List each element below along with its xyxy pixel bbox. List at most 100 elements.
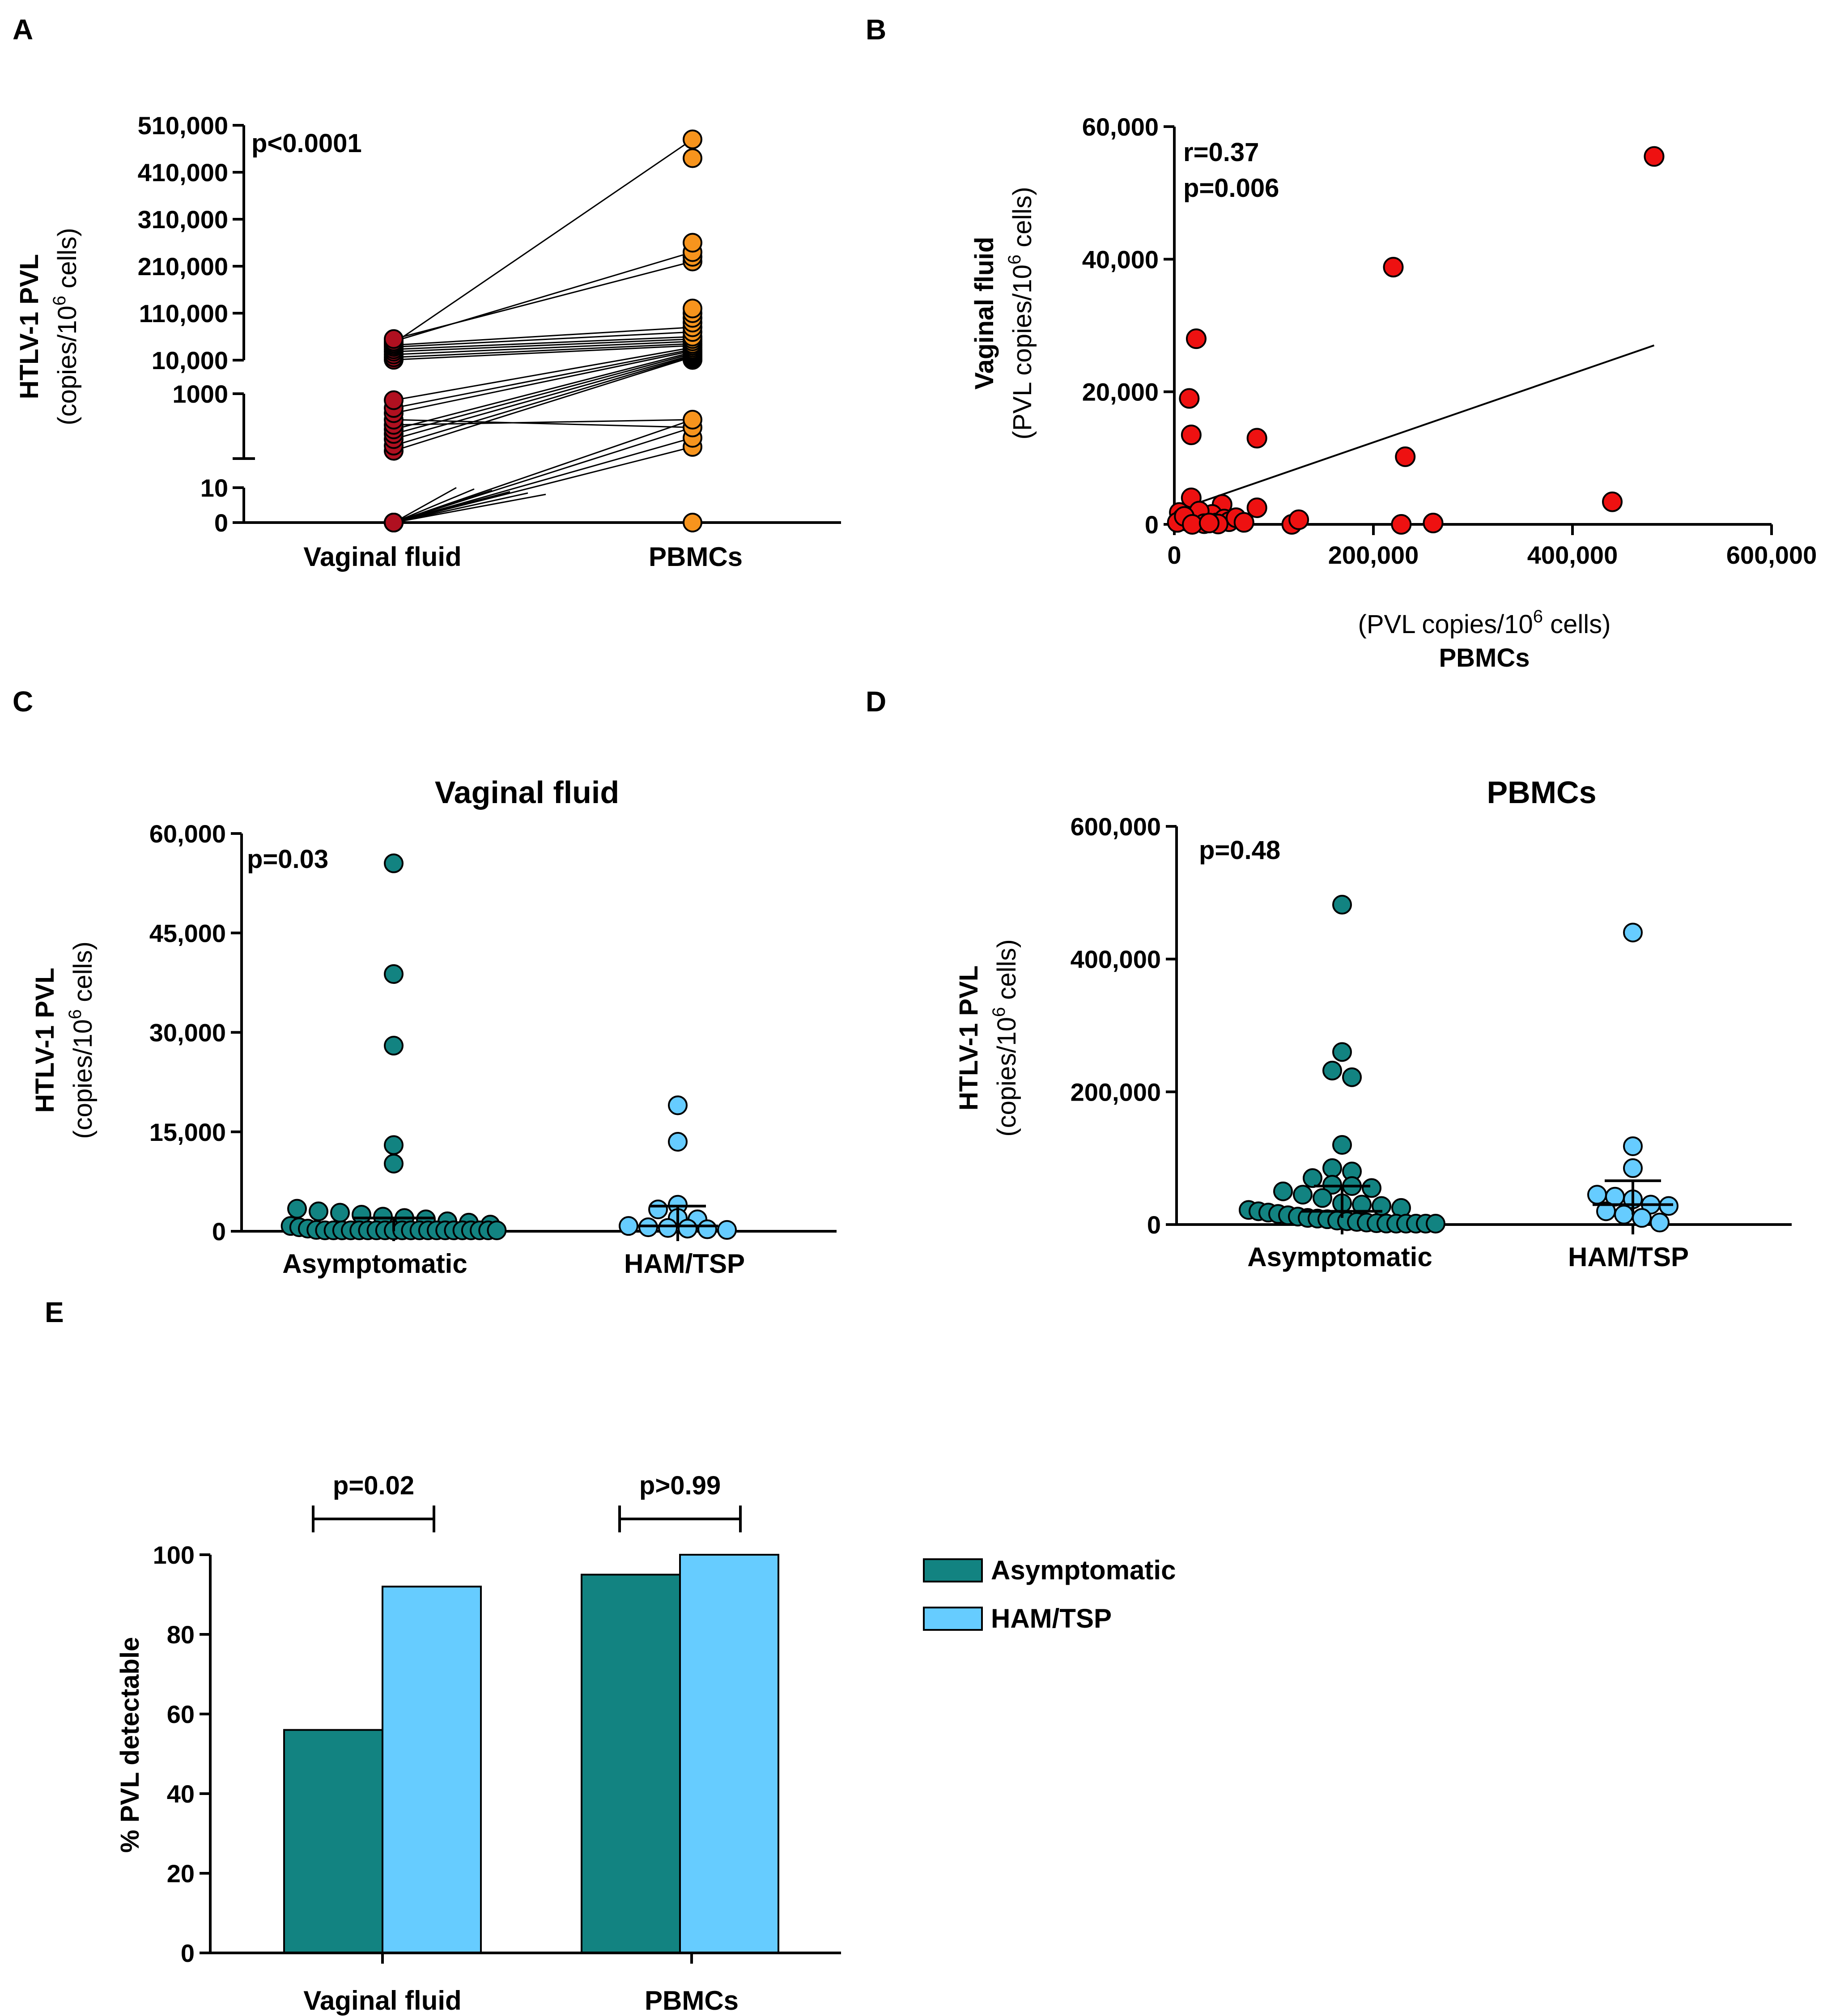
y-tick-label: 0	[1147, 1211, 1161, 1239]
paired-line	[393, 331, 693, 348]
point-asymptomatic	[287, 1199, 307, 1219]
y-tick-label: 0	[214, 509, 228, 537]
y-tick-label: 100	[153, 1541, 195, 1569]
y-tick-label: 200,000	[1071, 1078, 1161, 1106]
point-ham	[717, 1220, 737, 1240]
panel-b-chart: 0 200,000 400,000 600,000 0 20,000 40,000 60,00…	[970, 113, 1817, 672]
panel-letter-a: A	[13, 13, 33, 46]
panel-b-r-value: r=0.37	[1183, 138, 1259, 167]
point-asymptomatic	[384, 964, 404, 984]
panel-e-comparison-pbmcs: p>0.99	[639, 1471, 721, 1500]
panel-c-x-label-asymptomatic: Asymptomatic	[282, 1249, 467, 1279]
y-tick-label: 60,000	[1082, 113, 1159, 141]
panel-b-x-label-line1: (PVL copies/106 cells)	[1358, 607, 1611, 639]
panel-e-axes: 0 20 40 60 80 100	[153, 1506, 841, 1967]
y-tick-label: 80	[167, 1620, 195, 1649]
paired-line	[393, 354, 693, 440]
y-tick-label: 20,000	[1082, 378, 1159, 406]
panel-c-axes: 0 15,000 30,000 45,000 60,000	[149, 820, 837, 1246]
point-asymptomatic	[1303, 1168, 1322, 1188]
point-ham	[648, 1199, 668, 1220]
point-pbmc	[683, 513, 702, 532]
point-ham	[697, 1219, 717, 1239]
point-pbmc	[683, 410, 702, 430]
panel-c-x-label-ham: HAM/TSP	[624, 1249, 745, 1279]
panel-e-chart: 0 20 40 60 80 100 p=0.02 p>0.99 Vaginal fluid…	[115, 1471, 1176, 2016]
point-asymptomatic	[384, 853, 404, 873]
panel-d-y-label: HTLV-1 PVL (copies/106 cells)	[954, 939, 1021, 1136]
panel-b-p-value: p=0.006	[1183, 174, 1279, 203]
y-tick-label: 600,000	[1071, 812, 1161, 841]
scatter-point	[1182, 514, 1203, 535]
point-ham	[1587, 1185, 1607, 1205]
point-asymptomatic	[1332, 1042, 1352, 1062]
y-tick-label: 20	[167, 1859, 195, 1888]
panel-d-y-label-line2: (copies/106 cells)	[989, 939, 1021, 1136]
scatter-point	[1383, 257, 1404, 278]
paired-line	[393, 343, 693, 358]
point-vaginal	[384, 390, 404, 410]
paired-line-low	[393, 493, 546, 523]
point-asymptomatic	[1322, 1158, 1342, 1178]
legend-swatch-asymptomatic	[923, 1558, 983, 1582]
paired-line	[393, 351, 693, 430]
point-asymptomatic	[309, 1201, 328, 1221]
point-asymptomatic	[1342, 1067, 1362, 1087]
point-ham	[619, 1216, 638, 1236]
y-tick-label: 510,000	[138, 111, 228, 140]
scatter-point	[1423, 513, 1444, 534]
panel-b-axes: 0 200,000 400,000 600,000 0 20,000 40,000 60,00…	[1082, 113, 1817, 569]
paired-line	[393, 139, 693, 344]
scatter-point	[1602, 491, 1623, 512]
y-tick-label: 410,000	[138, 158, 228, 187]
point-asymptomatic	[1322, 1060, 1342, 1080]
point-ham	[1623, 1136, 1643, 1156]
paired-line	[393, 419, 693, 428]
panel-a-points	[384, 129, 702, 532]
y-tick-label: 400,000	[1071, 945, 1161, 974]
panel-d-x-label-asymptomatic: Asymptomatic	[1247, 1242, 1432, 1272]
panel-b-y-label: Vaginal fluid (PVL copies/106 cells)	[970, 187, 1037, 440]
panel-a-p-value: p<0.0001	[251, 129, 362, 158]
paired-line	[393, 419, 693, 426]
panel-a-x-label-pbmcs: PBMCs	[649, 542, 743, 572]
paired-line	[393, 345, 693, 361]
panel-a-x-label-vaginal: Vaginal fluid	[303, 542, 461, 572]
point-asymptomatic	[384, 1153, 404, 1174]
legend-label-ham: HAM/TSP	[991, 1603, 1112, 1633]
paired-line	[393, 336, 693, 350]
panel-c-y-label-line2: (copies/106 cells)	[65, 941, 98, 1139]
point-ham	[678, 1219, 697, 1239]
y-tick-label: 110,000	[139, 299, 228, 327]
paired-line	[393, 349, 693, 409]
y-tick-label: 60	[167, 1700, 195, 1728]
panel-e-x-label-vaginal: Vaginal fluid	[303, 1986, 461, 2016]
y-tick-label: 10,000	[152, 346, 228, 374]
bar-asymptomatic-vaginal	[283, 1729, 383, 1954]
x-tick-label: 600,000	[1726, 541, 1817, 569]
point-ham	[668, 1095, 688, 1115]
panel-c-chart: Vaginal fluid 015,00030,00045,00060,000 …	[30, 775, 837, 1279]
scatter-point	[1395, 446, 1416, 467]
panel-a-chart: 510,000 410,000 310,000 210,000 110,000 10,00…	[15, 111, 841, 572]
scatter-point	[1288, 509, 1309, 530]
paired-line-low	[393, 487, 457, 523]
panel-e-x-label-pbmcs: PBMCs	[645, 1986, 739, 2016]
panel-letter-e: E	[45, 1296, 64, 1328]
x-tick-label: 400,000	[1527, 541, 1618, 569]
paired-line	[393, 340, 693, 355]
panel-b-y-label-line2: (PVL copies/106 cells)	[1005, 187, 1037, 440]
legend-swatch-ham	[923, 1607, 983, 1631]
scatter-point	[1179, 388, 1200, 409]
point-ham	[1650, 1212, 1670, 1233]
panel-c-y-label: HTLV-1 PVL (copies/106 cells)	[30, 941, 98, 1139]
y-tick-label: 30,000	[149, 1019, 226, 1047]
paired-line	[393, 356, 693, 452]
y-tick-label: 40	[167, 1780, 195, 1808]
paired-line-low	[393, 491, 510, 523]
panel-a-y-label: HTLV-1 PVL (copies/106 cells)	[15, 228, 82, 425]
scatter-point	[1391, 514, 1412, 535]
point-pbmc	[683, 233, 702, 253]
x-tick-label: 0	[1167, 541, 1181, 569]
point-ham	[1623, 923, 1643, 943]
